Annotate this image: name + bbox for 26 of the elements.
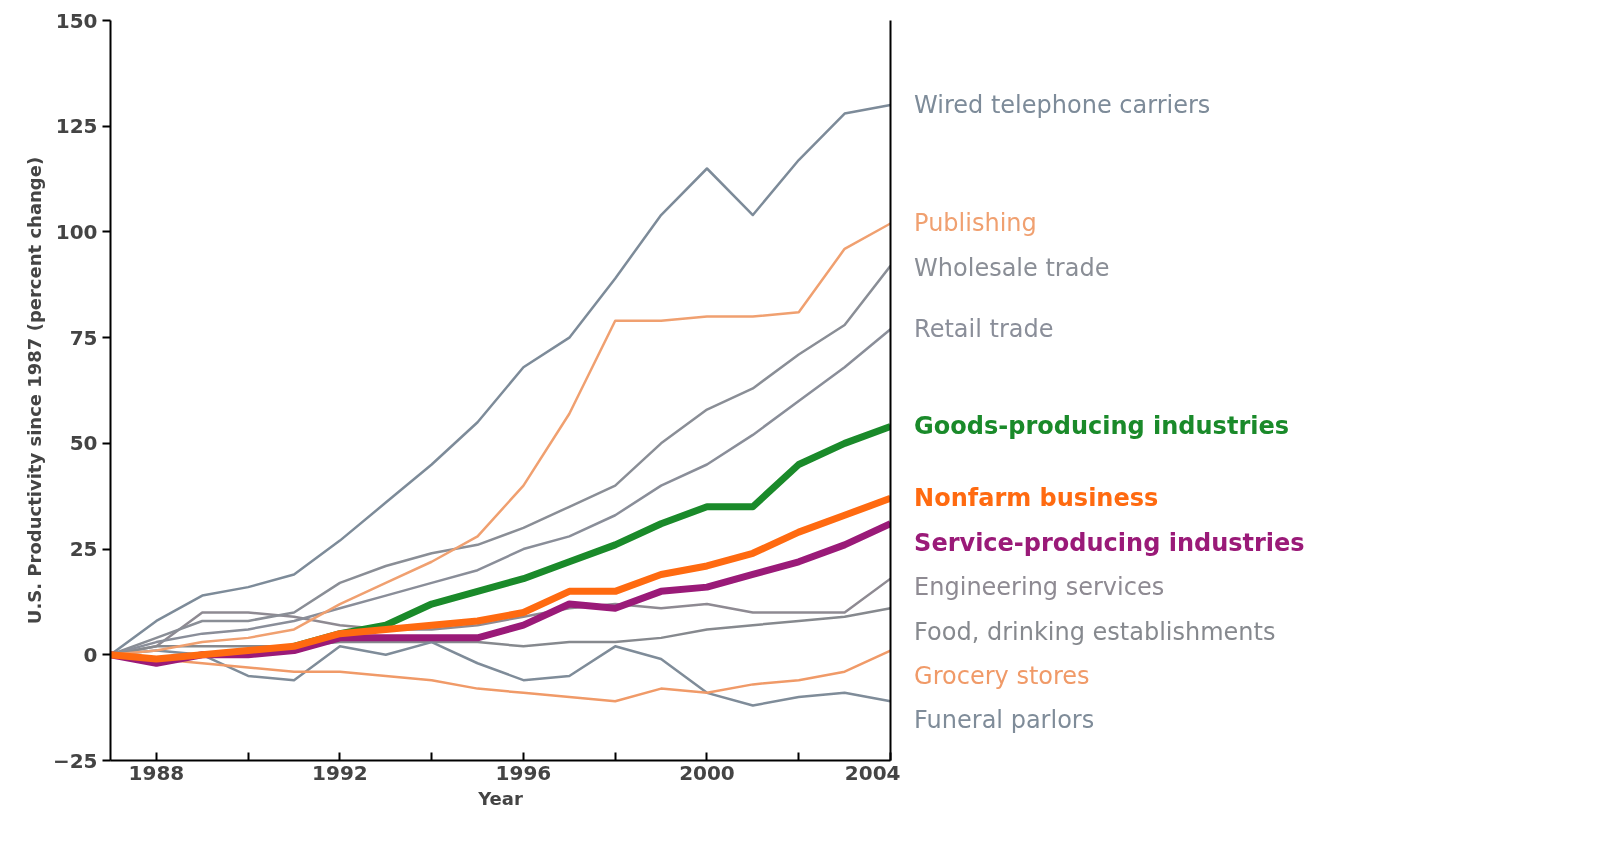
y-tick-label: −25 bbox=[52, 748, 98, 773]
series-label: Grocery stores bbox=[914, 661, 1090, 690]
series-label: Publishing bbox=[914, 209, 1037, 238]
series-label: Nonfarm business bbox=[914, 484, 1159, 513]
y-tick-label: 0 bbox=[83, 642, 98, 667]
y-tick-label: 125 bbox=[55, 114, 98, 139]
series-label: Goods-producing industries bbox=[914, 412, 1290, 441]
x-tick-label: 1988 bbox=[128, 760, 185, 785]
series-label: Engineering services bbox=[914, 573, 1165, 602]
x-tick-label: 2000 bbox=[679, 760, 735, 785]
series-label: Food, drinking establishments bbox=[914, 617, 1276, 646]
y-axis-title: U.S. Productivity since 1987 (percent change) bbox=[23, 156, 45, 625]
series-label: Retail trade bbox=[914, 315, 1054, 344]
x-tick-label: 2004 bbox=[844, 760, 901, 785]
x-tick-label: 1996 bbox=[495, 760, 552, 785]
series-label: Service-producing industries bbox=[914, 528, 1305, 557]
series-label: Wholesale trade bbox=[914, 253, 1110, 282]
x-tick-label: 1992 bbox=[312, 760, 368, 785]
series-label: Wired telephone carriers bbox=[914, 91, 1211, 120]
x-axis-title: Year bbox=[477, 787, 523, 809]
series-label: Funeral parlors bbox=[914, 706, 1095, 735]
y-tick-label: 75 bbox=[69, 325, 98, 350]
y-tick-label: 50 bbox=[69, 431, 98, 456]
y-tick-label: 150 bbox=[55, 8, 98, 33]
y-tick-label: 100 bbox=[55, 219, 98, 244]
y-tick-label: 25 bbox=[69, 537, 98, 562]
